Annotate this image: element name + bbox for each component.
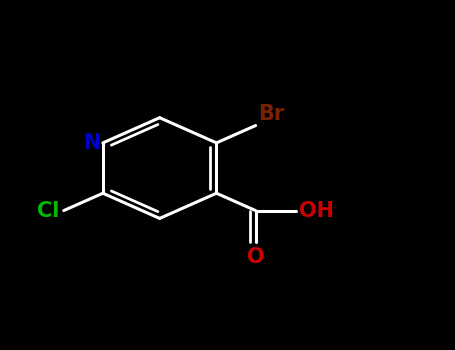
- Text: O: O: [247, 247, 264, 267]
- Text: Br: Br: [258, 104, 284, 124]
- Text: Cl: Cl: [37, 201, 59, 220]
- Text: N: N: [83, 133, 101, 153]
- Text: OH: OH: [298, 201, 334, 220]
